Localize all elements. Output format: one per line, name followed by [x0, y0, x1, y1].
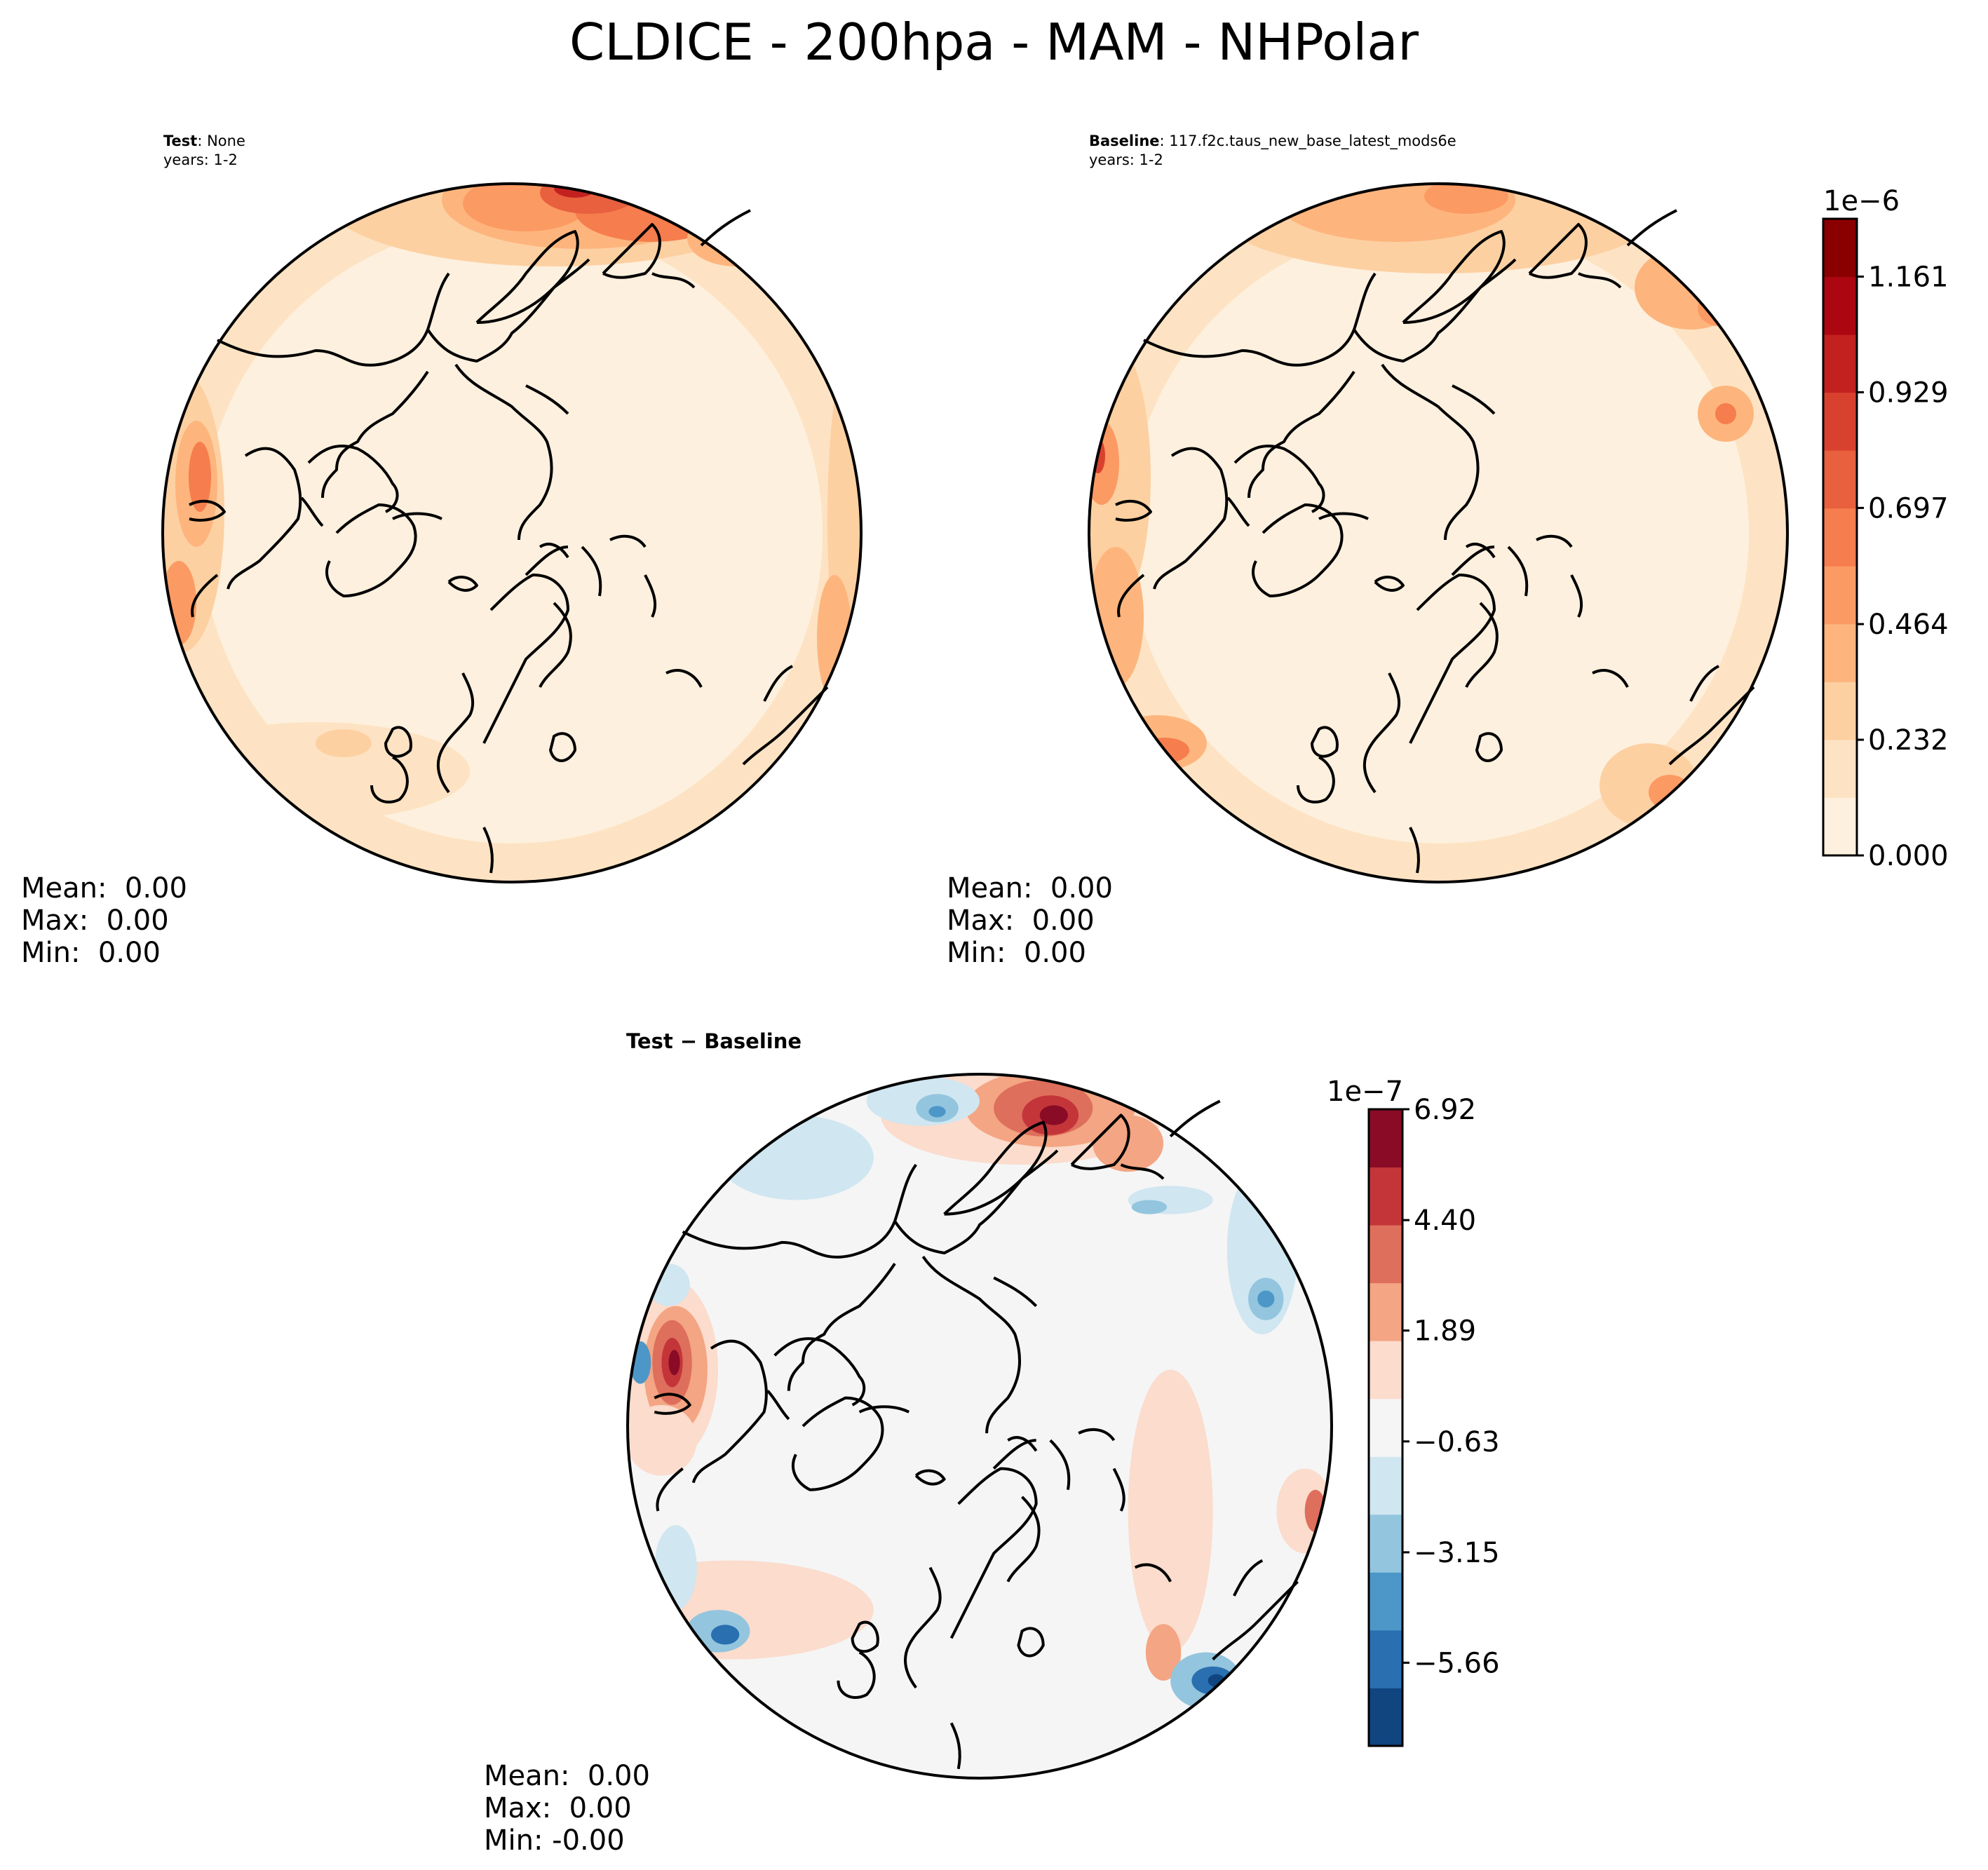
diff-colorbar-tick-label: −5.66	[1414, 1647, 1500, 1679]
diff-colorbar-segment	[1369, 1282, 1402, 1341]
baseline-stats: Mean: 0.00 Max: 0.00 Min: 0.00	[947, 872, 1113, 969]
main-colorbar-segment	[1823, 334, 1857, 393]
baseline-min: Min: 0.00	[947, 937, 1086, 969]
test-max: Max: 0.00	[21, 904, 169, 937]
test-polar-map	[161, 182, 863, 883]
main-colorbar-tick-label: 0.232	[1868, 724, 1949, 757]
diff-colorbar-tick-label: 4.40	[1414, 1205, 1476, 1237]
test-min: Min: 0.00	[21, 937, 161, 969]
diff-colorbar-segment	[1369, 1688, 1402, 1747]
baseline-map-boundary	[1088, 182, 1789, 883]
diff-colorbar-segment	[1369, 1456, 1402, 1515]
baseline-polar-map	[1088, 182, 1789, 883]
diff-colorbar-tick-label: 6.92	[1414, 1094, 1476, 1126]
diff-min: Min: -0.00	[484, 1824, 625, 1857]
diff-colorbar-segment	[1369, 1514, 1402, 1573]
test-map-boundary	[161, 182, 863, 883]
main-colorbar-segment	[1823, 739, 1857, 798]
baseline-coastlines	[1115, 209, 1755, 874]
diff-colorbar-exponent: 1e−7	[1327, 1076, 1403, 1108]
diff-max: Max: 0.00	[484, 1792, 632, 1824]
diff-mean: Mean: 0.00	[484, 1760, 650, 1792]
diff-colorbar-segment	[1369, 1109, 1402, 1168]
diff-colorbar-tick-label: −3.15	[1414, 1537, 1500, 1569]
test-panel-label: Test: None years: 1-2	[163, 132, 245, 170]
main-colorbar-tick-label: 0.000	[1868, 840, 1949, 872]
main-colorbar-segment	[1823, 450, 1857, 509]
main-colorbar-frame	[1822, 217, 1858, 857]
baseline-label-rest: : 117.f2c.taus_new_base_latest_mods6e	[1159, 133, 1456, 149]
diff-colorbar-tick-label: 1.89	[1414, 1315, 1476, 1348]
main-colorbar-segment	[1823, 682, 1857, 740]
main-colorbar-tick-label: 0.464	[1868, 609, 1949, 641]
diff-colorbar-segment	[1369, 1398, 1402, 1457]
main-colorbar-segment	[1823, 276, 1857, 335]
main-colorbar-tick-label: 0.697	[1868, 492, 1949, 524]
diff-colorbar-segment	[1369, 1225, 1402, 1284]
baseline-mean: Mean: 0.00	[947, 872, 1113, 904]
diff-colorbar-tick-label: −0.63	[1414, 1426, 1500, 1458]
diff-polar-map	[626, 1073, 1333, 1780]
test-years: years: 1-2	[163, 151, 238, 168]
main-colorbar-segment	[1823, 623, 1857, 682]
figure-title: CLDICE - 200hpa - MAM - NHPolar	[569, 13, 1419, 72]
diff-colorbar-segment	[1369, 1167, 1402, 1226]
diff-panel-label: Test − Baseline	[626, 1029, 802, 1053]
diff-colorbar: 1e−7 −5.66 −3.15 −0.63 1.89 4.40 6.92	[1327, 1076, 1500, 1747]
diff-colorbar-segment	[1369, 1630, 1402, 1688]
baseline-years: years: 1-2	[1089, 151, 1163, 168]
main-colorbar: 1e−6 0.000 0.232 0.464 0.697 0.929 1.161	[1822, 185, 1949, 872]
main-colorbar-tick-label: 1.161	[1868, 261, 1949, 293]
test-stats: Mean: 0.00 Max: 0.00 Min: 0.00	[21, 872, 187, 969]
main-colorbar-segment	[1823, 392, 1857, 451]
main-colorbar-tick-label: 0.929	[1868, 377, 1949, 409]
diff-coastlines	[654, 1099, 1299, 1770]
test-label-bold: Test	[163, 133, 198, 149]
baseline-panel-label: Baseline: 117.f2c.taus_new_base_latest_m…	[1089, 132, 1456, 170]
main-colorbar-segment	[1823, 219, 1857, 278]
main-colorbar-segment	[1823, 566, 1857, 625]
diff-stats: Mean: 0.00 Max: 0.00 Min: -0.00	[484, 1760, 650, 1857]
diff-colorbar-frame	[1367, 1108, 1404, 1747]
baseline-max: Max: 0.00	[947, 904, 1095, 937]
diff-map-boundary	[626, 1073, 1333, 1780]
diff-colorbar-segment	[1369, 1341, 1402, 1400]
main-colorbar-segment	[1823, 797, 1857, 856]
test-mean: Mean: 0.00	[21, 872, 187, 904]
test-label-rest: : None	[197, 133, 245, 149]
diff-colorbar-segment	[1369, 1572, 1402, 1631]
baseline-label-bold: Baseline	[1089, 133, 1160, 149]
test-coastlines	[189, 209, 829, 874]
main-colorbar-segment	[1823, 508, 1857, 567]
main-colorbar-exponent: 1e−6	[1823, 185, 1900, 217]
